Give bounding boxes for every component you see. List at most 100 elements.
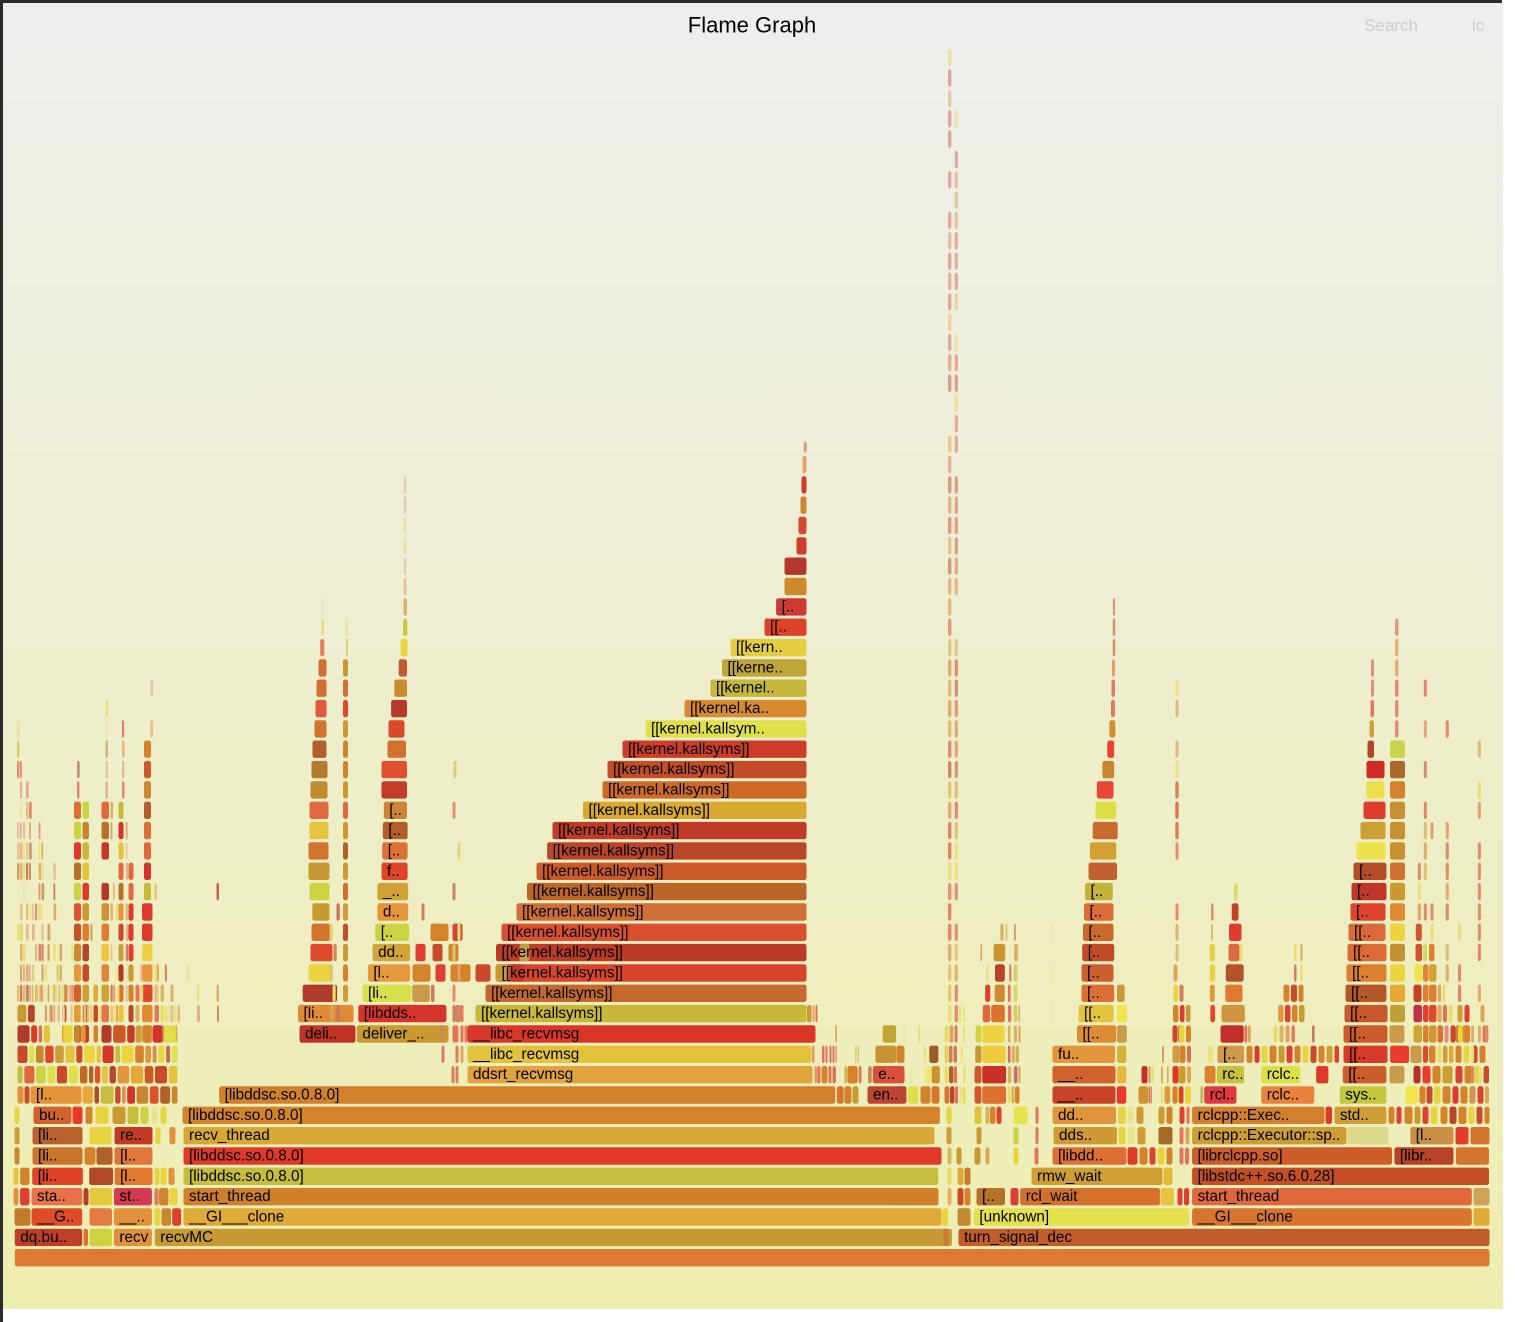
svg-text:[[kernel.kallsym..: [[kernel.kallsym..	[651, 720, 765, 737]
svg-text:[li..: [li..	[303, 1005, 323, 1022]
svg-text:[..: [..	[1356, 903, 1369, 920]
svg-text:[l..: [l..	[120, 1147, 136, 1164]
svg-text:rcl_wait: rcl_wait	[1025, 1188, 1078, 1205]
svg-text:[..: [..	[1359, 862, 1372, 879]
svg-text:en..: en..	[873, 1086, 899, 1103]
svg-text:[..: [..	[1357, 883, 1370, 900]
svg-text:[[kern..: [[kern..	[736, 639, 783, 656]
svg-text:[..: [..	[1090, 883, 1103, 900]
svg-text:[[kernel.kallsyms]]: [[kernel.kallsyms]]	[558, 822, 680, 839]
svg-text:[..: [..	[1088, 923, 1101, 940]
svg-text:Search: Search	[1364, 16, 1418, 35]
svg-text:[unknown]: [unknown]	[979, 1208, 1049, 1225]
svg-text:recv: recv	[119, 1228, 148, 1245]
svg-text:rclc..: rclc..	[1266, 1086, 1298, 1103]
svg-text:dq.bu..: dq.bu..	[20, 1228, 67, 1245]
svg-text:fu..: fu..	[1058, 1045, 1079, 1062]
svg-text:rclcpp::Executor::sp..: rclcpp::Executor::sp..	[1197, 1127, 1340, 1144]
svg-text:ic: ic	[1472, 16, 1485, 35]
svg-text:[[..: [[..	[1082, 1025, 1099, 1042]
svg-text:[[..: [[..	[1350, 1005, 1367, 1022]
svg-text:[l..: [l..	[1415, 1127, 1431, 1144]
svg-text:f..: f..	[387, 862, 400, 879]
svg-text:dds..: dds..	[1059, 1127, 1092, 1144]
svg-text:[[kernel.ka..: [[kernel.ka..	[690, 700, 769, 717]
svg-text:[..: [..	[1087, 964, 1100, 981]
svg-text:[[kernel.kallsyms]]: [[kernel.kallsyms]]	[532, 883, 654, 900]
svg-text:start_thread: start_thread	[189, 1188, 271, 1205]
svg-text:[..: [..	[1087, 984, 1100, 1001]
svg-text:[[..: [[..	[1349, 1045, 1366, 1062]
svg-text:[[kernel..: [[kernel..	[716, 679, 775, 696]
svg-text:rclc..: rclc..	[1266, 1066, 1298, 1083]
svg-text:rclcpp::Exec..: rclcpp::Exec..	[1197, 1106, 1289, 1123]
svg-text:[libddsc.so.0.8.0]: [libddsc.so.0.8.0]	[188, 1106, 303, 1123]
svg-text:[..: [..	[1223, 1045, 1236, 1062]
svg-text:[..: [..	[387, 842, 400, 859]
svg-text:turn_signal_dec: turn_signal_dec	[964, 1228, 1072, 1245]
svg-text:rc..: rc..	[1222, 1066, 1243, 1083]
svg-text:recv_thread: recv_thread	[189, 1127, 270, 1144]
svg-text:[libdd..: [libdd..	[1058, 1147, 1103, 1164]
svg-text:[..: [..	[1087, 944, 1100, 961]
svg-text:[..: [..	[1089, 903, 1102, 920]
svg-text:[li..: [li..	[37, 1167, 57, 1184]
svg-text:[libddsc.so.0.8.0]: [libddsc.so.0.8.0]	[224, 1086, 339, 1103]
svg-text:__GI___clone: __GI___clone	[188, 1208, 284, 1225]
svg-text:[[kernel.kallsyms]]: [[kernel.kallsyms]]	[491, 984, 613, 1001]
svg-text:[[..: [[..	[1353, 944, 1370, 961]
svg-text:Flame Graph: Flame Graph	[687, 12, 815, 37]
svg-text:[[..: [[..	[770, 618, 787, 635]
svg-text:[[..: [[..	[1352, 964, 1369, 981]
svg-text:[[..: [[..	[1354, 923, 1371, 940]
svg-text:[libdds..: [libdds..	[363, 1005, 416, 1022]
svg-text:[[kernel.kallsyms]]: [[kernel.kallsyms]]	[481, 1005, 603, 1022]
svg-text:[[..: [[..	[1349, 1025, 1366, 1042]
svg-text:[l..: [l..	[373, 964, 389, 981]
svg-text:[..: [..	[388, 822, 401, 839]
svg-text:[[..: [[..	[1084, 1005, 1101, 1022]
svg-text:[..: [..	[781, 598, 794, 615]
svg-text:[[kernel.kallsyms]]: [[kernel.kallsyms]]	[522, 903, 644, 920]
svg-text:[libddsc.so.0.8.0]: [libddsc.so.0.8.0]	[189, 1167, 304, 1184]
svg-text:ddsrt_recvmsg: ddsrt_recvmsg	[473, 1066, 573, 1083]
svg-text:[[..: [[..	[1351, 984, 1368, 1001]
svg-text:[..: [..	[982, 1188, 995, 1205]
svg-text:d..: d..	[382, 903, 399, 920]
svg-text:[[kernel.kallsyms]]: [[kernel.kallsyms]]	[501, 944, 623, 961]
svg-text:sys..: sys..	[1345, 1086, 1376, 1103]
svg-text:[[kernel.kallsyms]]: [[kernel.kallsyms]]	[542, 862, 664, 879]
svg-text:[[kernel.kallsyms]]: [[kernel.kallsyms]]	[628, 740, 750, 757]
svg-text:[libddsc.so.0.8.0]: [libddsc.so.0.8.0]	[189, 1147, 304, 1164]
svg-text:[[kernel.kallsyms]]: [[kernel.kallsyms]]	[608, 781, 730, 798]
svg-text:[li..: [li..	[38, 1147, 58, 1164]
svg-text:[[kerne..: [[kerne..	[727, 659, 782, 676]
svg-text:bu..: bu..	[39, 1106, 65, 1123]
svg-text:re..: re..	[120, 1127, 142, 1144]
svg-text:[libstdc++.so.6.0.28]: [libstdc++.so.6.0.28]	[1197, 1167, 1334, 1184]
svg-text:[..: [..	[380, 923, 393, 940]
svg-text:sta..: sta..	[37, 1188, 66, 1205]
svg-text:start_thread: start_thread	[1197, 1188, 1279, 1205]
svg-text:dd..: dd..	[1058, 1106, 1084, 1123]
svg-text:rmw_wait: rmw_wait	[1037, 1167, 1102, 1184]
svg-text:[[kernel.kallsyms]]: [[kernel.kallsyms]]	[501, 964, 623, 981]
svg-text:dd..: dd..	[378, 944, 404, 961]
svg-text:[libr..: [libr..	[1399, 1147, 1431, 1164]
svg-text:rcl..: rcl..	[1209, 1086, 1234, 1103]
svg-text:[l..: [l..	[36, 1086, 52, 1103]
svg-text:__GI___clone: __GI___clone	[1196, 1208, 1292, 1225]
svg-text:[[..: [[..	[1348, 1066, 1365, 1083]
svg-text:deli..: deli..	[305, 1025, 337, 1042]
svg-text:__G..: __G..	[36, 1208, 74, 1225]
svg-text:[[kernel.kallsyms]]: [[kernel.kallsyms]]	[507, 923, 629, 940]
svg-text:e..: e..	[878, 1066, 895, 1083]
svg-text:deliver_..: deliver_..	[362, 1025, 424, 1042]
svg-text:recvMC: recvMC	[160, 1228, 213, 1245]
svg-text:__..: __..	[1057, 1066, 1084, 1083]
svg-text:[[kernel.kallsyms]]: [[kernel.kallsyms]]	[552, 842, 674, 859]
svg-text:_..: _..	[381, 883, 399, 900]
svg-text:[[kernel.kallsyms]]: [[kernel.kallsyms]]	[613, 761, 735, 778]
svg-text:[li..: [li..	[38, 1127, 58, 1144]
svg-text:[librclcpp.so]: [librclcpp.so]	[1197, 1147, 1282, 1164]
